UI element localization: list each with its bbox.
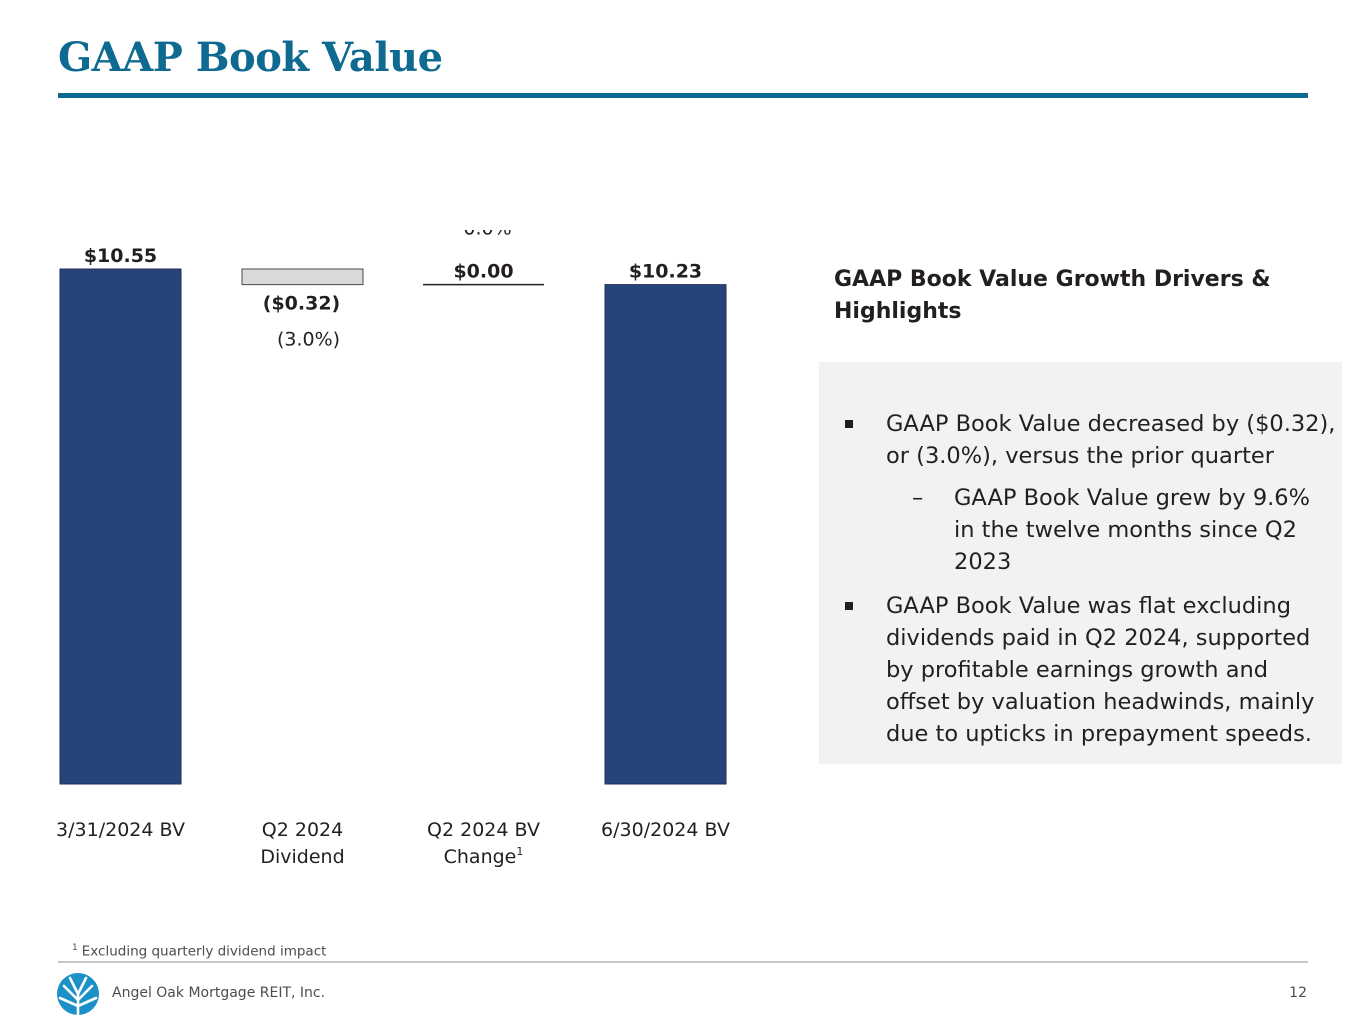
title-underline [58,93,1308,98]
square-bullet-icon [845,420,853,428]
category-label-1: 3/31/2024 BV [56,819,185,841]
data-label-1: $10.55 [84,245,157,267]
sub-list: – GAAP Book Value grew by 9.6% in the tw… [886,482,1336,578]
data-label-2: ($0.32) [263,293,340,315]
company-name: Angel Oak Mortgage REIT, Inc. [112,985,326,1001]
square-bullet-icon [845,602,853,610]
category-label-2: Q2 2024 Dividend [260,819,344,868]
waterfall-chart: $10.55 ($0.32) (3.0%) $0.00 0.0% $10.23 3/31/2… [56,230,730,868]
angel-oak-logo-icon [57,973,99,1016]
bar-total-4 [604,284,727,785]
pct-label-3: 0.0% [463,230,511,240]
highlight-sub-text-1: GAAP Book Value grew by 9.6% in the twel… [954,485,1311,575]
panel-heading: GAAP Book Value Growth Drivers & Highlig… [834,267,1271,324]
highlight-text-2: GAAP Book Value was flat excluding divid… [886,593,1315,747]
page-number: 12 [1289,985,1307,1001]
footnote: 1 Excluding quarterly dividend impact [72,943,326,960]
bar-delta-2 [241,268,364,286]
footnote-marker: 1 [72,943,78,953]
data-label-3: $0.00 [453,261,513,283]
pct-label-2: (3.0%) [277,329,340,351]
dash-bullet-icon: – [912,485,924,511]
data-label-4: $10.23 [629,261,702,283]
highlight-sub-bullet-1: – GAAP Book Value grew by 9.6% in the tw… [886,482,1336,578]
highlights-panel: GAAP Book Value decreased by ($0.32), or… [819,362,1342,764]
highlight-text-1: GAAP Book Value decreased by ($0.32), or… [886,411,1336,469]
highlight-bullet-2: GAAP Book Value was flat excluding divid… [819,590,1342,750]
footer-divider [58,961,1308,963]
bar-total-1 [59,268,182,785]
highlight-bullet-1: GAAP Book Value decreased by ($0.32), or… [819,408,1342,578]
category-label-3: Q2 2024 BV Change1 [427,819,540,868]
highlights-list: GAAP Book Value decreased by ($0.32), or… [819,408,1342,762]
page-title: GAAP Book Value [58,34,443,81]
footnote-text: Excluding quarterly dividend impact [81,943,327,960]
category-label-4: 6/30/2024 BV [601,819,730,841]
